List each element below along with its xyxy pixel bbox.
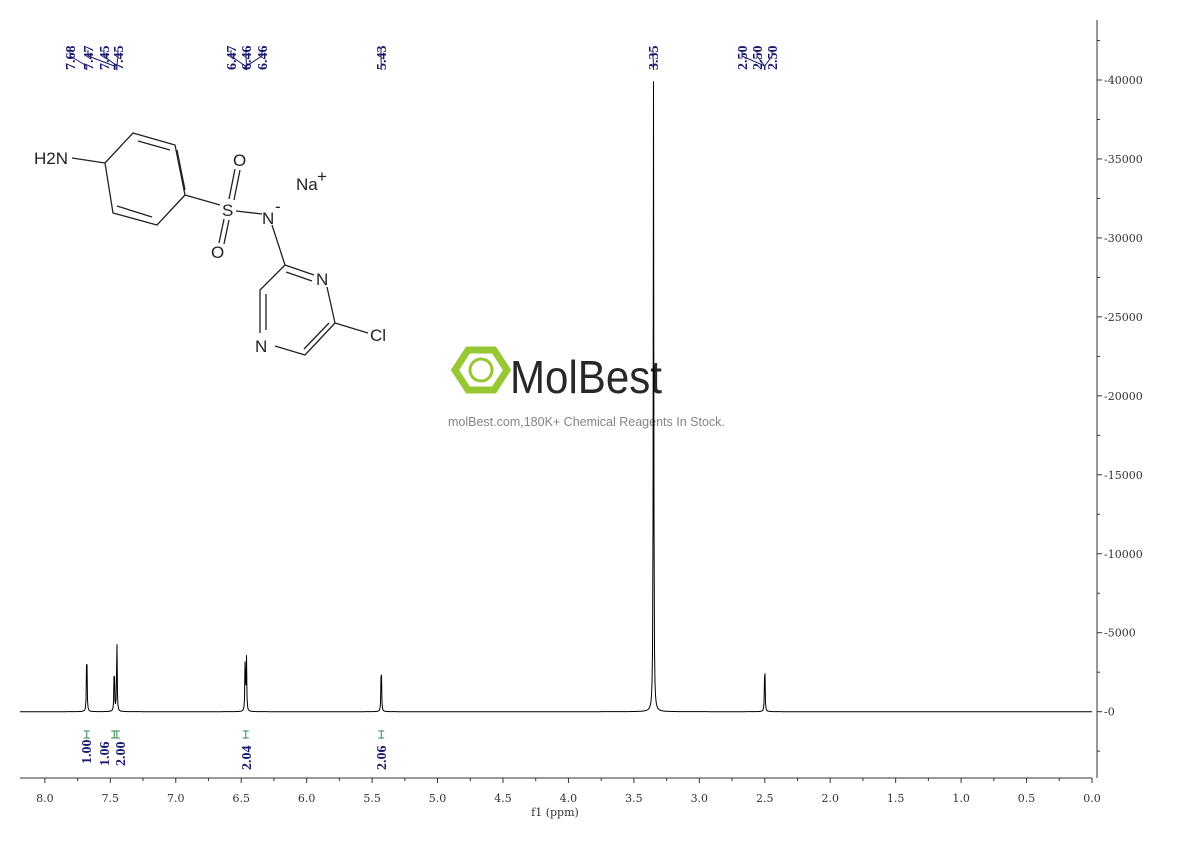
x-axis-label: f1 (ppm) xyxy=(531,806,579,819)
peak-label-leader xyxy=(245,50,263,70)
peak-label-leader xyxy=(87,50,115,70)
x-tick-label: 1.5 xyxy=(887,792,905,805)
x-tick-label: 2.0 xyxy=(821,792,839,805)
x-tick-label: 2.5 xyxy=(756,792,774,805)
atom-cl: Cl xyxy=(370,326,386,345)
integral-value: 2.04 xyxy=(240,746,255,771)
peak-label: 7.68 xyxy=(64,46,79,71)
integral-mark xyxy=(113,730,120,739)
watermark-tagline: molBest.com,180K+ Chemical Reagents In S… xyxy=(448,415,725,429)
molecule-labels: H2N O S O N - Na + N N Cl xyxy=(34,149,386,356)
y-tick-label: -5000 xyxy=(1104,627,1136,640)
x-tick-label: 4.0 xyxy=(560,792,578,805)
spectrum-trace xyxy=(20,81,1092,713)
x-tick-label: 5.0 xyxy=(429,792,447,805)
atom-o2: O xyxy=(211,243,224,262)
x-tick-label: 7.0 xyxy=(167,792,185,805)
peak-label-leader xyxy=(764,50,773,70)
peak-label: 5.43 xyxy=(375,46,390,71)
y-tick-label: -15000 xyxy=(1104,469,1143,482)
atom-s: S xyxy=(222,201,233,220)
x-tick-label: 0.5 xyxy=(1018,792,1036,805)
peak-label: 2.50 xyxy=(736,46,751,71)
watermark-brand: MolBest xyxy=(510,351,662,403)
integral-mark xyxy=(378,730,385,739)
integral-mark xyxy=(111,730,118,739)
atom-na: Na xyxy=(296,175,318,194)
x-tick-label: 6.5 xyxy=(232,792,250,805)
x-tick-label: 3.5 xyxy=(625,792,643,805)
atom-n-ring1: N xyxy=(316,270,328,289)
integral-value: 1.00 xyxy=(80,740,95,765)
integrals: 1.00 1.06 2.00 2.04 2.06 xyxy=(80,730,390,771)
molbest-logo-icon xyxy=(450,346,512,394)
peak-label: 6.46 xyxy=(256,46,271,71)
molecule-structure xyxy=(71,132,369,356)
peak-label-leader xyxy=(652,50,655,70)
x-tick-label: 7.5 xyxy=(102,792,120,805)
peak-labels: 7.68 7.47 7.45 7.45 6.47 6.46 6.46 5.43 3.35 2.50… xyxy=(64,46,781,71)
peak-label-leader xyxy=(69,50,88,70)
integral-mark xyxy=(83,730,90,739)
peak-label: 7.45 xyxy=(112,46,127,71)
axes: 8.0 7.5 7.0 6.5 6.0 5.5 5.0 4.5 4.0 3.5 3.0 2.5 2.0 1… xyxy=(20,20,1143,805)
y-tick-label: -25000 xyxy=(1104,311,1143,324)
atom-o1: O xyxy=(233,151,246,170)
peak-label-leader xyxy=(230,50,246,70)
x-tick-label: 8.0 xyxy=(36,792,54,805)
integral-value: 2.06 xyxy=(375,746,390,771)
watermark: MolBest molBest.com,180K+ Chemical Reage… xyxy=(448,346,725,429)
x-tick-label: 6.0 xyxy=(298,792,316,805)
anion-charge: - xyxy=(275,197,281,216)
atom-n-ring2: N xyxy=(255,337,267,356)
peak-label-leader xyxy=(116,50,119,70)
atom-nh2: H2N xyxy=(34,149,68,168)
molbest-logo-ring xyxy=(468,357,494,383)
peak-label: 6.47 xyxy=(225,46,240,71)
cation-charge: + xyxy=(317,167,327,186)
y-tick-label: -10000 xyxy=(1104,548,1143,561)
y-tick-label: -40000 xyxy=(1104,74,1143,87)
spectrum-line xyxy=(20,81,1092,713)
integral-value: 1.06 xyxy=(98,742,113,767)
x-tick-label: 5.5 xyxy=(363,792,381,805)
y-tick-label: -30000 xyxy=(1104,232,1143,245)
y-tick-label: -20000 xyxy=(1104,390,1143,403)
x-tick-label: 1.0 xyxy=(952,792,970,805)
peak-label: 7.47 xyxy=(82,46,97,71)
x-tick-label: 4.5 xyxy=(494,792,512,805)
peak-label: 3.35 xyxy=(647,46,662,71)
atom-n-anion: N xyxy=(262,209,274,228)
y-tick-label: -0 xyxy=(1104,706,1115,719)
y-tick-label: -35000 xyxy=(1104,153,1143,166)
peak-label: 6.46 xyxy=(240,46,255,71)
x-tick-label: 0.0 xyxy=(1083,792,1101,805)
peak-label: 2.50 xyxy=(766,46,781,71)
x-tick-label: 3.0 xyxy=(691,792,709,805)
integral-mark xyxy=(242,730,249,739)
integral-value: 2.00 xyxy=(114,742,129,767)
